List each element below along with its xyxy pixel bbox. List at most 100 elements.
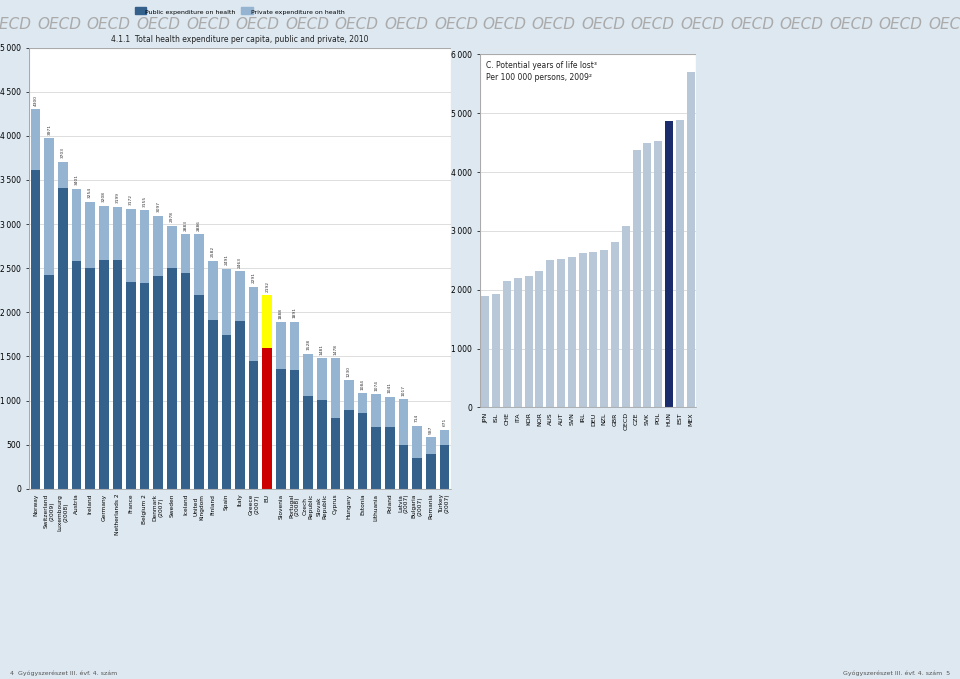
Bar [633, 149, 640, 407]
Text: OECD: OECD [335, 17, 379, 32]
Text: OECD: OECD [581, 17, 625, 32]
Bar [665, 121, 673, 407]
Text: 1528: 1528 [306, 340, 310, 350]
Bar [643, 143, 652, 407]
Bar [72, 189, 82, 261]
Bar [180, 234, 190, 272]
Text: 3208: 3208 [102, 191, 106, 202]
Bar [222, 335, 231, 489]
Bar [600, 250, 609, 407]
Text: OECD: OECD [136, 17, 180, 32]
Bar [85, 202, 95, 268]
Bar [194, 234, 204, 295]
Bar [303, 354, 313, 396]
Text: OECD: OECD [532, 17, 576, 32]
Text: 2192: 2192 [265, 281, 269, 292]
Bar [426, 454, 436, 489]
Bar [579, 253, 587, 407]
Bar [167, 268, 177, 489]
Bar [317, 400, 326, 489]
Bar [413, 458, 421, 489]
Bar [622, 226, 630, 407]
Bar [567, 257, 576, 407]
Bar [85, 268, 95, 489]
Text: OECD: OECD [235, 17, 279, 32]
Text: 1084: 1084 [361, 379, 365, 390]
Bar [345, 380, 354, 409]
Bar [99, 206, 108, 259]
Title: 4.1.1  Total health expenditure per capita, public and private, 2010: 4.1.1 Total health expenditure per capit… [111, 35, 369, 44]
Text: OECD: OECD [631, 17, 675, 32]
Bar [235, 321, 245, 489]
Bar [654, 141, 662, 407]
Text: 1478: 1478 [333, 344, 337, 355]
Bar [589, 252, 597, 407]
Text: 714: 714 [415, 414, 420, 422]
Bar [481, 295, 490, 407]
Bar [398, 399, 408, 445]
Bar [167, 226, 177, 268]
Bar [358, 414, 368, 489]
Text: OECD: OECD [829, 17, 874, 32]
Bar [235, 272, 245, 321]
Bar [290, 322, 300, 370]
Text: 2291: 2291 [252, 272, 255, 283]
Text: 2883: 2883 [183, 220, 187, 231]
Bar [492, 295, 500, 407]
Text: 4  Gyógyszerészet III. évf. 4. szám: 4 Gyógyszerészet III. évf. 4. szám [10, 670, 117, 676]
Bar [59, 162, 67, 188]
Bar [372, 427, 381, 489]
Bar [126, 209, 135, 282]
Bar [208, 261, 218, 320]
Bar [303, 396, 313, 489]
Text: OECD: OECD [86, 17, 131, 32]
Bar [398, 445, 408, 489]
Bar [112, 206, 122, 260]
Bar [276, 369, 286, 489]
Bar [480, 54, 696, 407]
Bar [546, 259, 554, 407]
Bar [503, 281, 511, 407]
Bar [372, 394, 381, 427]
Text: 2582: 2582 [211, 246, 215, 257]
Bar [276, 323, 286, 369]
Bar [249, 361, 258, 489]
Bar [180, 272, 190, 489]
Bar [29, 48, 451, 489]
Text: 2463: 2463 [238, 257, 242, 268]
Bar [31, 170, 40, 489]
Text: OECD: OECD [681, 17, 725, 32]
Text: 2978: 2978 [170, 211, 174, 223]
Text: OECD: OECD [482, 17, 526, 32]
Bar [536, 272, 543, 407]
Bar [262, 348, 272, 489]
Text: 2491: 2491 [225, 255, 228, 265]
Text: 3401: 3401 [75, 174, 79, 185]
Text: 3971: 3971 [47, 124, 51, 135]
Bar [317, 358, 326, 400]
Text: 1017: 1017 [401, 384, 405, 396]
Text: OECD: OECD [928, 17, 960, 32]
Text: 1481: 1481 [320, 344, 324, 354]
Legend: Public expenditure on health, Private expenditure on health: Public expenditure on health, Private ex… [132, 7, 348, 17]
Bar [426, 437, 436, 454]
Bar [676, 120, 684, 407]
Text: OECD: OECD [37, 17, 82, 32]
Bar [72, 261, 82, 489]
Bar [330, 359, 340, 418]
Bar [385, 397, 395, 427]
Bar [385, 427, 395, 489]
Bar [290, 370, 300, 489]
Bar [440, 445, 449, 489]
Text: OECD: OECD [730, 17, 774, 32]
Text: 587: 587 [429, 425, 433, 433]
Bar [413, 426, 421, 458]
Bar [514, 278, 522, 407]
Text: OECD: OECD [780, 17, 824, 32]
Bar [208, 320, 218, 489]
Text: 3199: 3199 [115, 192, 119, 203]
Bar [440, 430, 449, 445]
Bar [154, 276, 163, 489]
Text: OECD: OECD [186, 17, 230, 32]
Text: 1891: 1891 [293, 308, 297, 318]
